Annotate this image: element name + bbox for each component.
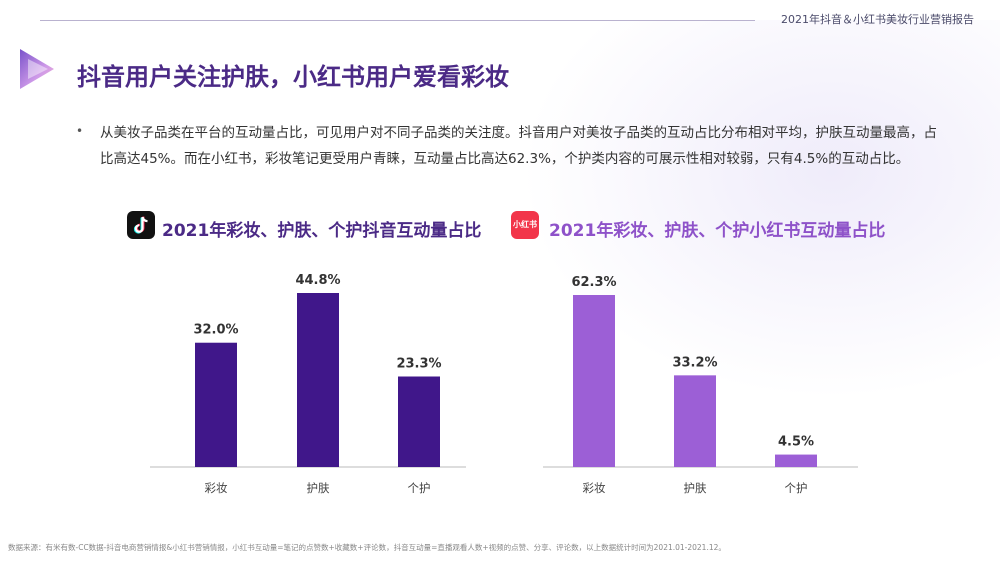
header-divider xyxy=(40,20,755,21)
xhs-value-label-3: 4.5% xyxy=(778,435,814,450)
douyin-bar-3 xyxy=(398,376,440,467)
bullet-marker: • xyxy=(76,124,84,138)
douyin-bar-2 xyxy=(297,293,339,467)
xhs-category-label-1: 彩妆 xyxy=(583,481,606,495)
douyin-bar-1 xyxy=(195,342,237,467)
douyin-value-label-3: 23.3% xyxy=(396,357,441,372)
xhs-bar-3 xyxy=(775,454,817,467)
xhs-value-label-2: 33.2% xyxy=(672,355,717,370)
douyin-category-label-3: 个护 xyxy=(408,481,431,495)
brand-logo-icon xyxy=(20,49,54,89)
xhs-value-label-1: 62.3% xyxy=(571,275,616,290)
douyin-category-label-1: 彩妆 xyxy=(205,481,228,495)
xhs-category-label-2: 护肤 xyxy=(684,481,707,495)
xiaohongshu-chart-title: 2021年彩妆、护肤、个护小红书互动量占比 xyxy=(549,221,886,241)
douyin-chart-title: 2021年彩妆、护肤、个护抖音互动量占比 xyxy=(162,221,482,241)
page-title: 抖音用户关注护肤，小红书用户爱看彩妆 xyxy=(77,63,509,91)
douyin-value-label-2: 44.8% xyxy=(295,273,340,288)
summary-paragraph: 从美妆子品类在平台的互动量占比，可见用户对不同子品类的关注度。抖音用户对美妆子品… xyxy=(100,125,937,167)
data-source-footnote: 数据来源：有米有数-CC数据-抖音电商营销情报&小红书营销情报，小红书互动量=笔… xyxy=(8,543,726,552)
xhs-bar-1 xyxy=(573,295,615,467)
douyin-value-label-1: 32.0% xyxy=(193,323,238,338)
xhs-bar-2 xyxy=(674,375,716,467)
douyin-category-label-2: 护肤 xyxy=(307,481,330,495)
xiaohongshu-logo-icon: 小红书 xyxy=(511,211,539,239)
tiktok-logo-icon xyxy=(127,211,155,239)
xhs-category-label-3: 个护 xyxy=(785,481,808,495)
report-title: 2021年抖音＆小红书美妆行业营销报告 xyxy=(781,13,974,26)
